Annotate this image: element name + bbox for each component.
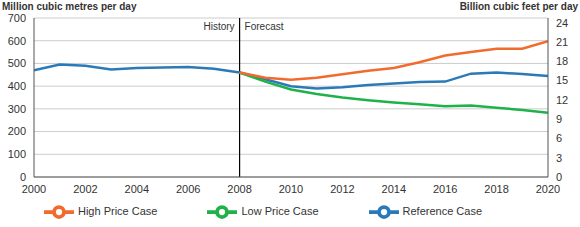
html-text:Million cubic metres per day: Million cubic metres per day xyxy=(2,1,137,12)
svg-text:Forecast: Forecast xyxy=(245,21,284,32)
svg-text:21: 21 xyxy=(556,36,568,48)
svg-text:3: 3 xyxy=(556,152,562,164)
svg-text:200: 200 xyxy=(8,125,26,137)
html-text:High Price Case: High Price Case xyxy=(78,204,158,217)
svg-text:9: 9 xyxy=(556,113,562,125)
svg-text:500: 500 xyxy=(8,57,26,69)
svg-text:2008: 2008 xyxy=(227,183,251,195)
svg-text:2004: 2004 xyxy=(125,183,149,195)
svg-text:24: 24 xyxy=(556,17,568,29)
svg-text:2006: 2006 xyxy=(176,183,200,195)
svg-text:2012: 2012 xyxy=(330,183,354,195)
svg-text:History: History xyxy=(203,21,234,32)
svg-text:2016: 2016 xyxy=(433,183,457,195)
svg-text:100: 100 xyxy=(8,148,26,160)
svg-text:12: 12 xyxy=(556,94,568,106)
html-text:Billion cubic feet per day: Billion cubic feet per day xyxy=(459,1,578,12)
svg-text:2020: 2020 xyxy=(536,183,560,195)
svg-text:2010: 2010 xyxy=(279,183,303,195)
svg-text:400: 400 xyxy=(8,80,26,92)
html-text:Low Price Case: Low Price Case xyxy=(241,204,319,217)
svg-text:2014: 2014 xyxy=(382,183,406,195)
svg-text:300: 300 xyxy=(8,103,26,115)
svg-text:6: 6 xyxy=(556,132,562,144)
svg-text:2000: 2000 xyxy=(22,183,46,195)
svg-text:2018: 2018 xyxy=(484,183,508,195)
html-text:Reference Case: Reference Case xyxy=(402,204,482,217)
svg-text:700: 700 xyxy=(8,12,26,24)
svg-text:15: 15 xyxy=(556,74,568,86)
svg-text:2002: 2002 xyxy=(73,183,97,195)
svg-text:0: 0 xyxy=(20,171,26,183)
svg-text:600: 600 xyxy=(8,35,26,47)
svg-text:0: 0 xyxy=(556,171,562,183)
svg-text:18: 18 xyxy=(556,55,568,67)
